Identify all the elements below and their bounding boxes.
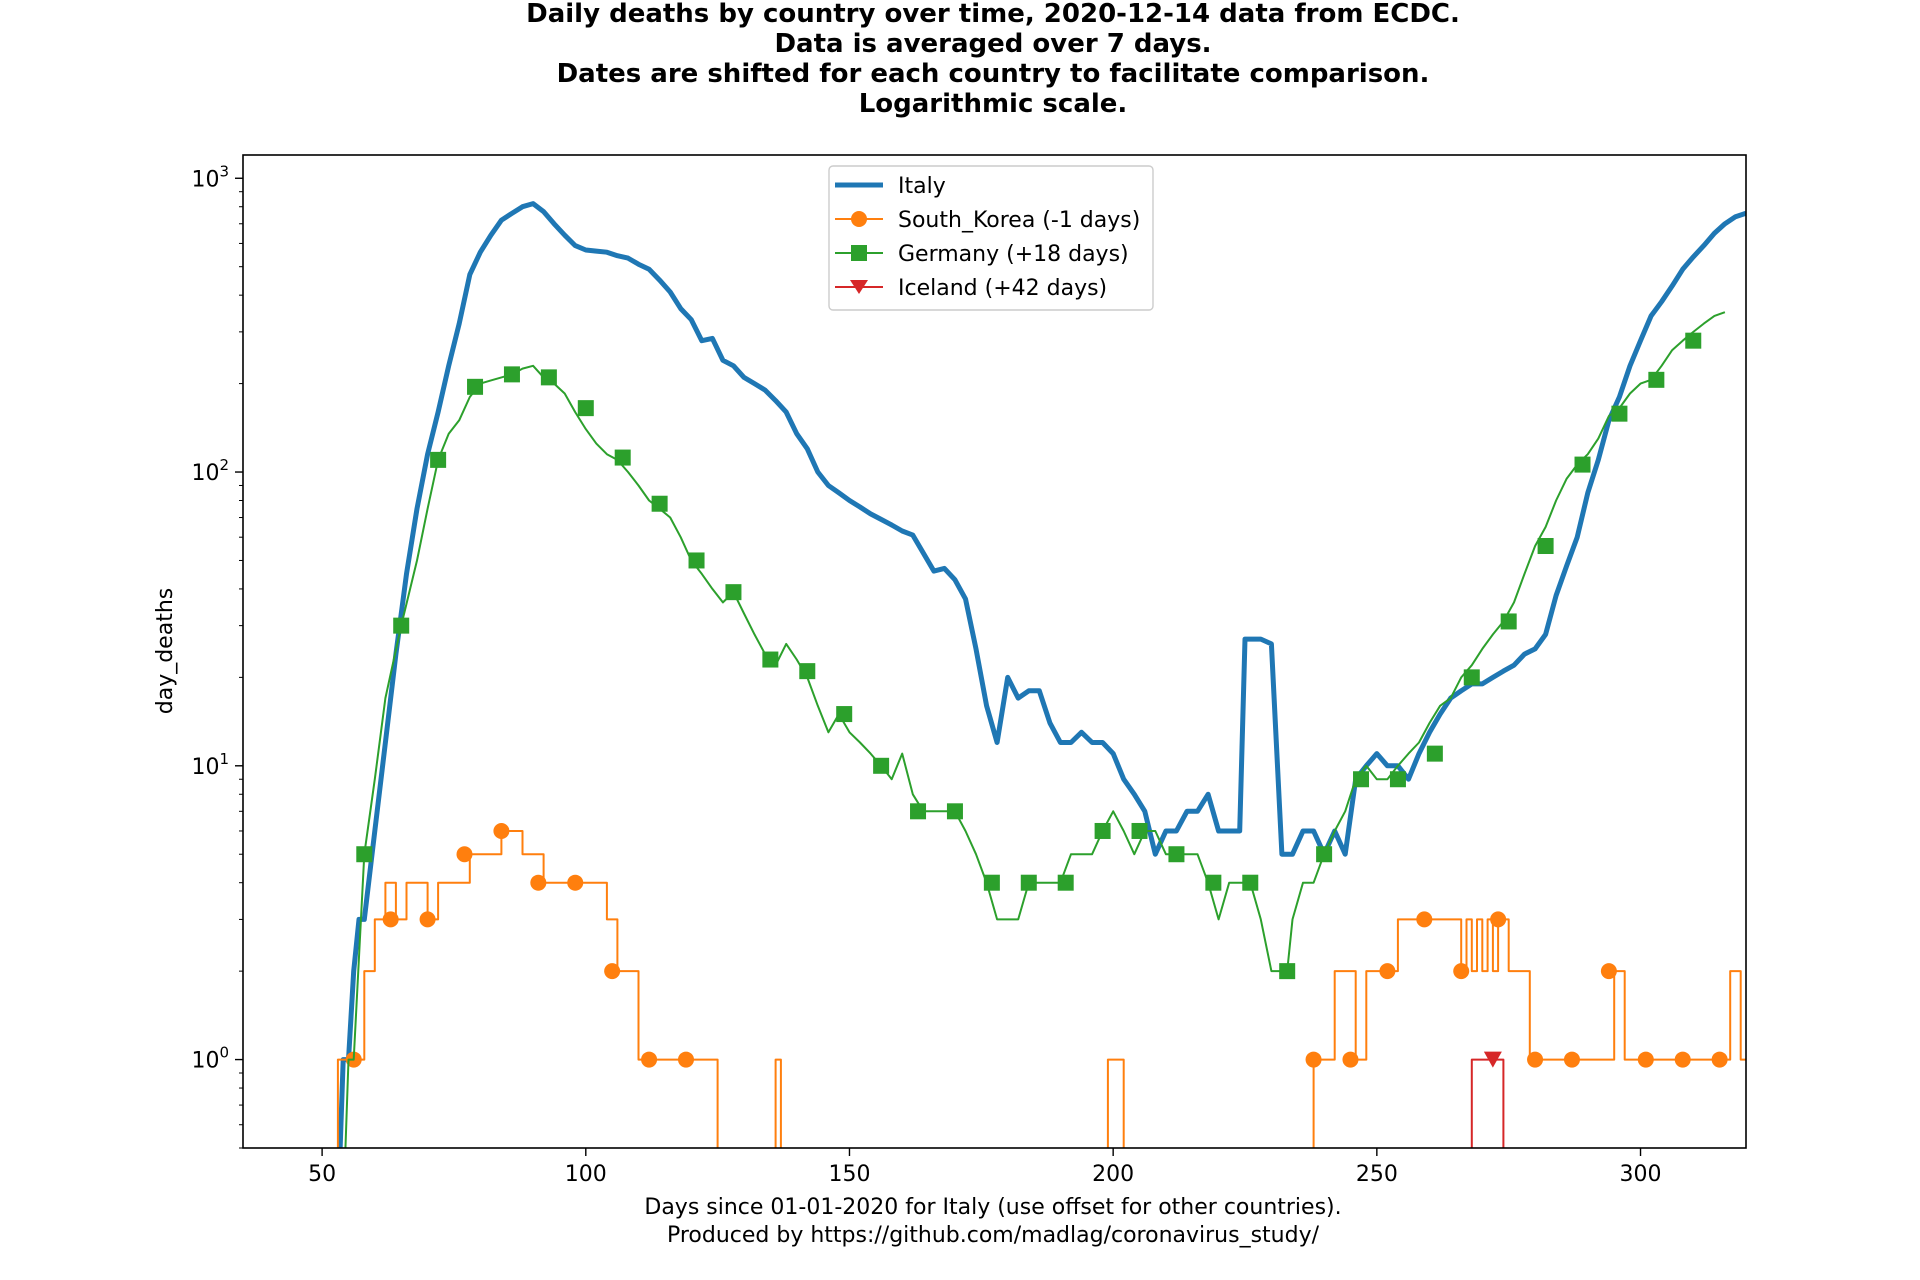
legend: Italy South_Korea (-1 days) Germany (+18… xyxy=(828,165,1154,311)
y-tick-label: 103 xyxy=(191,162,229,192)
data-point-south-korea xyxy=(567,874,584,891)
data-point-south-korea xyxy=(1563,1051,1580,1068)
legend-iceland-marker xyxy=(850,280,868,294)
legend-entry-italy: Italy xyxy=(835,174,946,199)
chart-title: Daily deaths by country over time, 2020-… xyxy=(526,0,1460,119)
data-point-germany xyxy=(946,803,963,820)
x-tick-label: 300 xyxy=(1620,1162,1662,1187)
data-point-germany xyxy=(1094,822,1111,839)
data-point-germany xyxy=(1242,874,1259,891)
legend-italy-label: Italy xyxy=(898,174,946,199)
data-point-germany xyxy=(467,378,484,395)
data-point-south-korea xyxy=(1637,1051,1654,1068)
data-point-germany xyxy=(1279,963,1296,980)
data-point-south-korea xyxy=(1490,911,1507,928)
data-point-south-korea xyxy=(1674,1051,1691,1068)
legend-south-korea-marker xyxy=(851,211,867,227)
data-point-south-korea xyxy=(1416,911,1433,928)
data-point-south-korea xyxy=(1527,1051,1544,1068)
data-point-germany xyxy=(1500,613,1517,630)
data-point-germany xyxy=(762,651,779,668)
plot-area-frame xyxy=(242,154,1747,1149)
y-tick-label: 101 xyxy=(191,750,229,780)
data-point-iceland xyxy=(1483,1051,1502,1068)
series-line-germany xyxy=(344,311,1726,1148)
x-tick-label: 150 xyxy=(828,1162,870,1187)
data-point-south-korea xyxy=(419,911,436,928)
data-point-germany xyxy=(983,874,1000,891)
data-point-germany xyxy=(1168,846,1185,863)
data-point-germany xyxy=(1020,874,1037,891)
data-point-germany xyxy=(1611,405,1628,422)
x-axis: 50 100 150 200 250 300 xyxy=(308,1148,1662,1187)
data-point-germany xyxy=(1463,669,1480,686)
data-point-south-korea xyxy=(1305,1051,1322,1068)
x-tick-label: 50 xyxy=(308,1162,336,1187)
data-point-south-korea xyxy=(1379,963,1396,980)
data-point-germany xyxy=(651,495,668,512)
data-point-south-korea xyxy=(1342,1051,1359,1068)
data-point-germany xyxy=(503,366,520,383)
data-point-germany xyxy=(1574,456,1591,473)
data-point-germany xyxy=(1316,846,1333,863)
x-tick-label: 100 xyxy=(565,1162,607,1187)
data-point-south-korea xyxy=(382,911,399,928)
y-tick-label: 100 xyxy=(191,1044,229,1074)
data-point-germany xyxy=(1537,538,1554,555)
data-point-germany xyxy=(1685,332,1702,349)
data-point-germany xyxy=(1353,771,1370,788)
y-tick-label: 102 xyxy=(191,456,229,486)
legend-box xyxy=(828,165,1154,311)
data-point-south-korea xyxy=(1600,963,1617,980)
legend-germany-label: Germany (+18 days) xyxy=(898,242,1129,267)
legend-entry-iceland: Iceland (+42 days) xyxy=(835,276,1107,301)
data-point-germany xyxy=(614,449,631,466)
series-layer xyxy=(336,201,1746,1148)
data-point-south-korea xyxy=(1453,963,1470,980)
data-point-germany xyxy=(356,846,373,863)
data-point-south-korea xyxy=(604,963,621,980)
legend-iceland-label: Iceland (+42 days) xyxy=(898,276,1107,301)
data-point-germany xyxy=(1389,771,1406,788)
data-point-germany xyxy=(1057,874,1074,891)
data-point-germany xyxy=(577,400,594,417)
data-point-germany xyxy=(873,757,890,774)
y-axis-label: day_deaths xyxy=(153,588,178,714)
y-axis: 100 101 102 103 xyxy=(191,162,243,1149)
x-axis-label-line-1: Days since 01-01-2020 for Italy (use off… xyxy=(644,1195,1341,1220)
legend-south-korea-label: South_Korea (-1 days) xyxy=(898,208,1140,233)
legend-entry-south-korea: South_Korea (-1 days) xyxy=(835,208,1140,233)
data-point-germany xyxy=(910,803,927,820)
data-point-germany xyxy=(430,451,447,468)
data-point-germany xyxy=(540,369,557,386)
legend-germany-marker xyxy=(851,245,867,261)
series-line-iceland xyxy=(1470,1058,1505,1148)
series-line-italy xyxy=(337,201,1746,1148)
series-line-south-korea xyxy=(336,830,1746,1148)
chart-title-line-4: Logarithmic scale. xyxy=(859,89,1128,119)
chart-title-line-2: Data is averaged over 7 days. xyxy=(774,29,1211,59)
data-point-south-korea xyxy=(1711,1051,1728,1068)
data-point-germany xyxy=(836,706,853,723)
chart-title-line-1: Daily deaths by country over time, 2020-… xyxy=(526,0,1460,29)
data-point-germany xyxy=(1205,874,1222,891)
x-tick-label: 200 xyxy=(1092,1162,1134,1187)
chart-title-line-3: Dates are shifted for each country to fa… xyxy=(557,59,1430,89)
data-point-germany xyxy=(725,584,742,601)
data-point-south-korea xyxy=(456,846,473,863)
data-point-south-korea xyxy=(677,1051,694,1068)
data-point-germany xyxy=(1426,745,1443,762)
data-point-germany xyxy=(393,617,410,634)
data-point-germany xyxy=(799,663,816,680)
legend-entry-germany: Germany (+18 days) xyxy=(835,242,1129,267)
data-point-south-korea xyxy=(530,874,547,891)
data-point-south-korea xyxy=(641,1051,658,1068)
x-axis-label-line-2: Produced by https://github.com/madlag/co… xyxy=(667,1223,1320,1248)
data-point-germany xyxy=(688,552,705,569)
data-point-south-korea xyxy=(493,822,510,839)
x-tick-label: 250 xyxy=(1356,1162,1398,1187)
data-point-germany xyxy=(1131,822,1148,839)
data-point-germany xyxy=(1648,371,1665,388)
